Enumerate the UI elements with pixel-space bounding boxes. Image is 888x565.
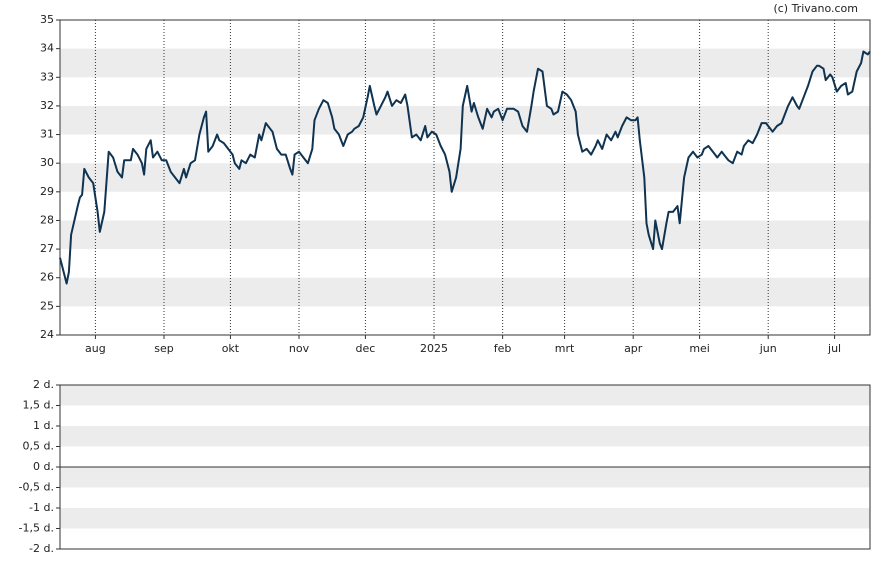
y-tick-label: 1,5 d.: [23, 399, 54, 412]
y-tick-label: 34: [40, 42, 54, 55]
y-tick-label: 33: [40, 70, 54, 83]
y-tick-label: 2 d.: [33, 378, 54, 391]
grid-band: [60, 508, 870, 529]
x-tick-label: sep: [154, 342, 173, 355]
x-tick-label: 2025: [420, 342, 448, 355]
x-tick-label: jun: [759, 342, 777, 355]
x-tick-label: aug: [85, 342, 106, 355]
x-tick-label: feb: [494, 342, 512, 355]
y-tick-label: -1 d.: [29, 501, 54, 514]
y-tick-label: -0,5 d.: [19, 481, 54, 494]
grid-band: [60, 105, 870, 135]
price-line: [59, 50, 871, 285]
x-tick-label: mei: [689, 342, 710, 355]
grid-band: [60, 163, 870, 192]
plot-frame: [59, 384, 871, 550]
x-tick-label: jul: [827, 342, 841, 355]
y-tick-label: 24: [40, 328, 54, 341]
x-tick-label: nov: [289, 342, 310, 355]
grid-band: [60, 385, 870, 406]
y-tick-label: 0,5 d.: [23, 440, 54, 453]
grid-band: [60, 48, 870, 78]
y-tick-label: 30: [40, 156, 54, 169]
y-tick-label: 35: [40, 13, 54, 26]
x-tick-label: dec: [356, 342, 376, 355]
y-tick-label: 1 d.: [33, 419, 54, 432]
y-tick-label: 0 d.: [33, 460, 54, 473]
grid-band: [60, 426, 870, 447]
y-tick-label: -1,5 d.: [19, 522, 54, 535]
y-tick-label: 31: [40, 128, 54, 141]
x-tick-label: apr: [624, 342, 643, 355]
grid-band: [60, 467, 870, 488]
y-tick-label: 28: [40, 213, 54, 226]
y-tick-label: 27: [40, 242, 54, 255]
x-tick-label: okt: [222, 342, 240, 355]
y-tick-label: 29: [40, 185, 54, 198]
source-note: (c) Trivano.com: [773, 2, 858, 15]
y-tick-label: 25: [40, 299, 54, 312]
grid-band: [60, 220, 870, 250]
x-tick-label: mrt: [555, 342, 575, 355]
y-tick-label: 26: [40, 271, 54, 284]
grid-band: [60, 277, 870, 307]
plot-frame: [59, 19, 871, 336]
y-tick-label: 32: [40, 99, 54, 112]
y-tick-label: -2 d.: [29, 542, 54, 555]
